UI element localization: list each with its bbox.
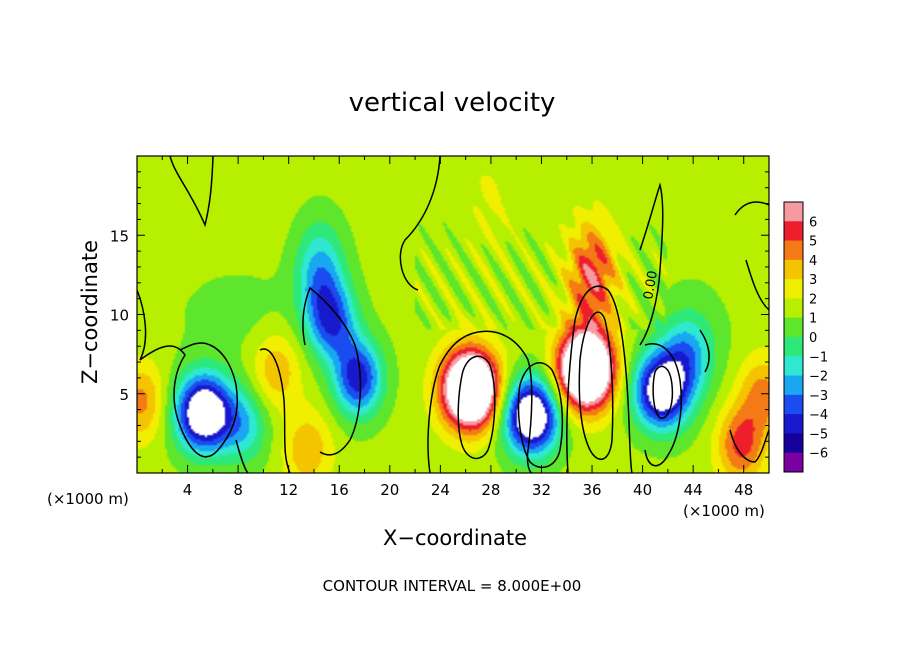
zero-contours xyxy=(137,156,769,473)
contour-line xyxy=(259,348,291,473)
x-tick-label: 32 xyxy=(532,481,551,499)
colorbar-tick-label: 4 xyxy=(809,254,817,269)
colorbar-tick-label: 3 xyxy=(809,273,817,288)
contour-line xyxy=(729,429,769,463)
colorbar: 6 5 4 3 2 1 0 −1 −2 −3 −4 −5 −6 xyxy=(783,201,828,473)
colorbar-tick-label: −2 xyxy=(809,370,828,385)
colorbar-swatch xyxy=(784,337,803,357)
x-tick-label: 8 xyxy=(233,481,243,499)
colorbar-tick-label: 6 xyxy=(809,215,817,230)
colorbar-frame xyxy=(783,201,804,473)
x-tick-label: 20 xyxy=(380,481,399,499)
colorbar-swatch xyxy=(784,394,803,415)
contour-line xyxy=(745,259,769,311)
contour-line xyxy=(235,439,249,473)
y-axis: 5 10 15 xyxy=(110,171,769,458)
z-unit-label: (×1000 m) xyxy=(683,502,765,520)
contour-interval-label: CONTOUR INTERVAL = 8.000E+00 xyxy=(322,577,582,595)
y-tick-label: 15 xyxy=(110,227,129,245)
colorbar-swatch xyxy=(784,452,803,473)
x-tick-label: 24 xyxy=(431,481,450,499)
colorbar-tick-label: −5 xyxy=(809,427,828,442)
contour-line xyxy=(399,156,441,291)
colorbar-tick-label: −3 xyxy=(809,389,828,404)
colorbar-swatch xyxy=(784,433,803,454)
contour-line xyxy=(699,329,710,373)
contour-line xyxy=(644,343,683,467)
x-axis-label: X−coordinate xyxy=(383,526,527,550)
colorbar-tick-label: 1 xyxy=(809,312,817,327)
colorbar-swatch xyxy=(784,202,803,222)
colorbar-swatch xyxy=(784,414,803,434)
x-tick-label: 28 xyxy=(481,481,500,499)
y-axis-label: Z−coordinate xyxy=(78,240,102,384)
colorbar-swatch xyxy=(784,279,803,299)
x-tick-label: 48 xyxy=(734,481,753,499)
contour-line xyxy=(517,362,564,469)
colorbar-swatch xyxy=(784,317,803,338)
contour-line xyxy=(137,289,239,458)
x-tick-label: 16 xyxy=(330,481,349,499)
colorbar-tick-label: −4 xyxy=(809,408,828,423)
x-unit-label: (×1000 m) xyxy=(47,490,129,508)
colorbar-swatch xyxy=(784,356,803,377)
contour-label: 0.00 xyxy=(641,270,661,301)
colorbar-swatch xyxy=(784,259,803,280)
velocity-field xyxy=(137,156,769,473)
contour-line xyxy=(566,285,633,473)
contour-line xyxy=(169,156,214,228)
x-tick-label: 40 xyxy=(633,481,652,499)
colorbar-tick-label: −1 xyxy=(809,350,828,365)
colorbar-tick-label: 5 xyxy=(809,235,817,250)
contour-line xyxy=(302,286,362,456)
contour-line xyxy=(652,365,674,419)
y-tick-label: 10 xyxy=(110,307,129,325)
colorbar-tick-label: 2 xyxy=(809,292,817,307)
colorbar-swatch xyxy=(784,240,803,261)
x-tick-label: 4 xyxy=(183,481,193,499)
contour-line xyxy=(427,330,533,473)
colorbar-swatch xyxy=(784,298,803,319)
x-tick-label: 44 xyxy=(684,481,703,499)
chart-title: vertical velocity xyxy=(348,88,556,118)
contour-line xyxy=(578,311,614,460)
contour-line xyxy=(457,355,496,460)
colorbar-tick-label: −6 xyxy=(809,447,828,462)
contour-line xyxy=(639,182,664,346)
colorbar-swatch xyxy=(784,375,803,396)
x-tick-label: 12 xyxy=(279,481,298,499)
y-tick-label: 5 xyxy=(119,386,129,404)
colorbar-tick-label: 0 xyxy=(809,331,817,346)
x-axis: 4 8 12 16 20 24 28 32 36 40 44 48 xyxy=(161,156,753,499)
x-tick-label: 36 xyxy=(582,481,601,499)
colorbar-swatch xyxy=(784,221,803,242)
